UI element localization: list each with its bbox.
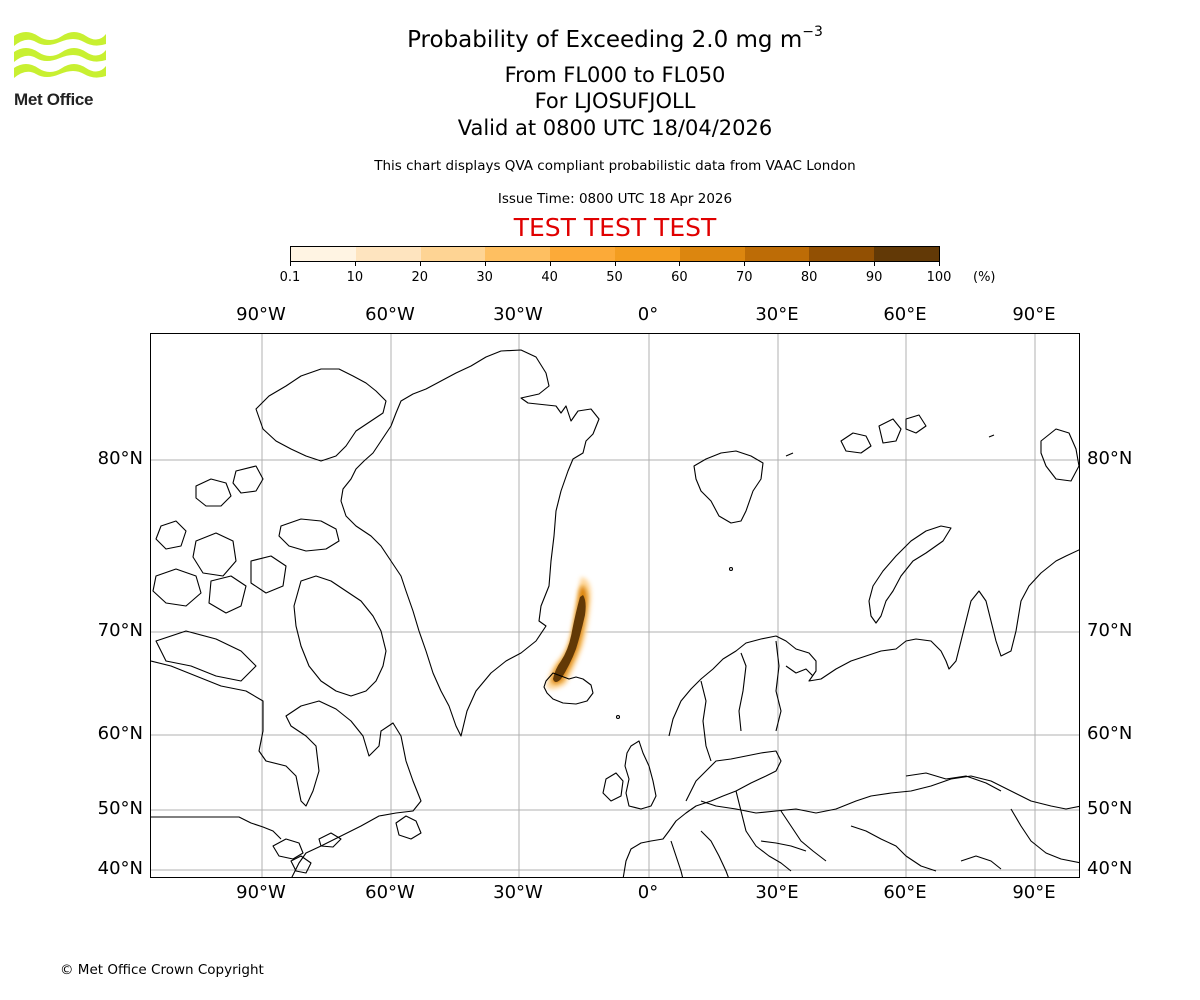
lat-label-right: 50°N <box>1087 798 1133 819</box>
colorbar-segment <box>744 247 810 261</box>
coast-baffin <box>293 575 387 697</box>
lat-label-left: 70°N <box>97 620 143 641</box>
chart-title: Probability of Exceeding 2.0 mg m−3 <box>315 24 915 53</box>
colorbar-tick-label: 60 <box>671 270 688 285</box>
colorbar-segment <box>679 247 745 261</box>
lon-label-bottom: 90°W <box>236 882 286 903</box>
met-office-waves-icon <box>14 32 106 78</box>
colorbar-tick <box>809 262 811 266</box>
volcano-name: For LJOSUFJOLL <box>534 89 696 113</box>
lon-label-top: 90°E <box>1012 304 1056 325</box>
ash-plume <box>546 577 592 690</box>
colorbar-segment <box>291 247 356 261</box>
lon-label-bottom: 0° <box>637 882 659 903</box>
coast-devon <box>278 518 340 552</box>
colorbar-tick <box>744 262 746 266</box>
colorbar <box>290 246 940 262</box>
test-banner: TEST TEST TEST <box>513 213 717 242</box>
copyright-notice: © Met Office Crown Copyright <box>60 962 264 978</box>
coastlines <box>151 349 1079 877</box>
coast-us-canada-border <box>151 816 282 840</box>
lon-label-top: 30°W <box>493 304 543 325</box>
lat-label-right: 60°N <box>1087 723 1133 744</box>
lat-label-right: 70°N <box>1087 620 1133 641</box>
lat-label-right: 80°N <box>1087 448 1133 469</box>
colorbar-tick-label: 10 <box>346 270 364 285</box>
colorbar-segment <box>485 247 551 261</box>
colorbar-tick-label: 100 <box>926 270 952 285</box>
coast-white-sea <box>785 665 814 677</box>
chart-description: This chart displays QVA compliant probab… <box>374 158 856 174</box>
graticule <box>151 334 1079 877</box>
lon-label-top: 60°W <box>365 304 415 325</box>
colorbar-tick-label: 80 <box>800 270 818 285</box>
colorbar-segment <box>420 247 486 261</box>
lon-label-bottom: 60°E <box>883 882 927 903</box>
colorbar-tick-label: 40 <box>541 270 558 285</box>
colorbar-tick <box>484 262 486 266</box>
colorbar-tick <box>939 262 940 266</box>
map-svg <box>151 334 1079 877</box>
colorbar-tick <box>874 262 876 266</box>
colorbar-tick <box>354 262 356 266</box>
colorbar-tick <box>290 262 291 266</box>
lat-label-left: 80°N <box>97 448 143 469</box>
coast-ireland <box>602 772 624 802</box>
valid-time: Valid at 0800 UTC 18/04/2026 <box>457 116 773 140</box>
colorbar-tick-label: 50 <box>606 270 623 285</box>
map-panel <box>150 333 1080 878</box>
coast-greenland <box>340 349 600 737</box>
coast-iceland <box>543 672 594 705</box>
lon-label-top: 0° <box>637 304 659 325</box>
lat-label-left: 50°N <box>97 798 143 819</box>
lon-label-top: 60°E <box>883 304 927 325</box>
issue-time: Issue Time: 0800 UTC 18 Apr 2026 <box>497 191 733 207</box>
colorbar-tick-label: 90 <box>865 270 883 285</box>
lon-label-bottom: 30°W <box>493 882 543 903</box>
colorbar-segment <box>809 247 875 261</box>
coast-uk <box>624 740 657 810</box>
colorbar-tick <box>614 262 616 266</box>
lon-label-bottom: 60°W <box>365 882 415 903</box>
colorbar-tick <box>549 262 551 266</box>
met-office-logo-text: Met Office <box>14 90 94 109</box>
colorbar-segment <box>614 247 680 261</box>
coast-svalbard <box>693 450 764 524</box>
chart-title-superscript: −3 <box>802 24 823 40</box>
coast-scandinavia <box>668 549 1079 737</box>
colorbar-tick <box>419 262 421 266</box>
colorbar-tick-label: 30 <box>476 270 493 285</box>
chart-title-text: Probability of Exceeding 2.0 mg m <box>407 27 803 53</box>
lon-label-bottom: 90°E <box>1012 882 1056 903</box>
level-range: From FL000 to FL050 <box>504 63 726 87</box>
lat-label-left: 60°N <box>97 723 143 744</box>
met-office-logo <box>14 30 108 112</box>
colorbar-tick-label: 20 <box>411 270 429 285</box>
colorbar-unit: (%) <box>973 270 996 285</box>
lat-label-left: 40°N <box>97 858 143 879</box>
colorbar-tick-label: 0.1 <box>279 270 301 285</box>
colorbar-segment <box>355 247 421 261</box>
coast-ellesmere <box>255 368 387 462</box>
colorbar-segment <box>874 247 939 261</box>
lon-label-top: 90°W <box>236 304 286 325</box>
coast-canada <box>151 660 422 877</box>
coast-novaya-zemlya <box>868 525 952 624</box>
lon-label-bottom: 30°E <box>755 882 799 903</box>
colorbar-tick-label: 70 <box>736 270 753 285</box>
coast-europe <box>622 750 782 877</box>
lon-label-top: 30°E <box>755 304 799 325</box>
colorbar-segment <box>550 247 615 261</box>
colorbar-tick <box>679 262 681 266</box>
lat-label-right: 40°N <box>1087 858 1133 879</box>
